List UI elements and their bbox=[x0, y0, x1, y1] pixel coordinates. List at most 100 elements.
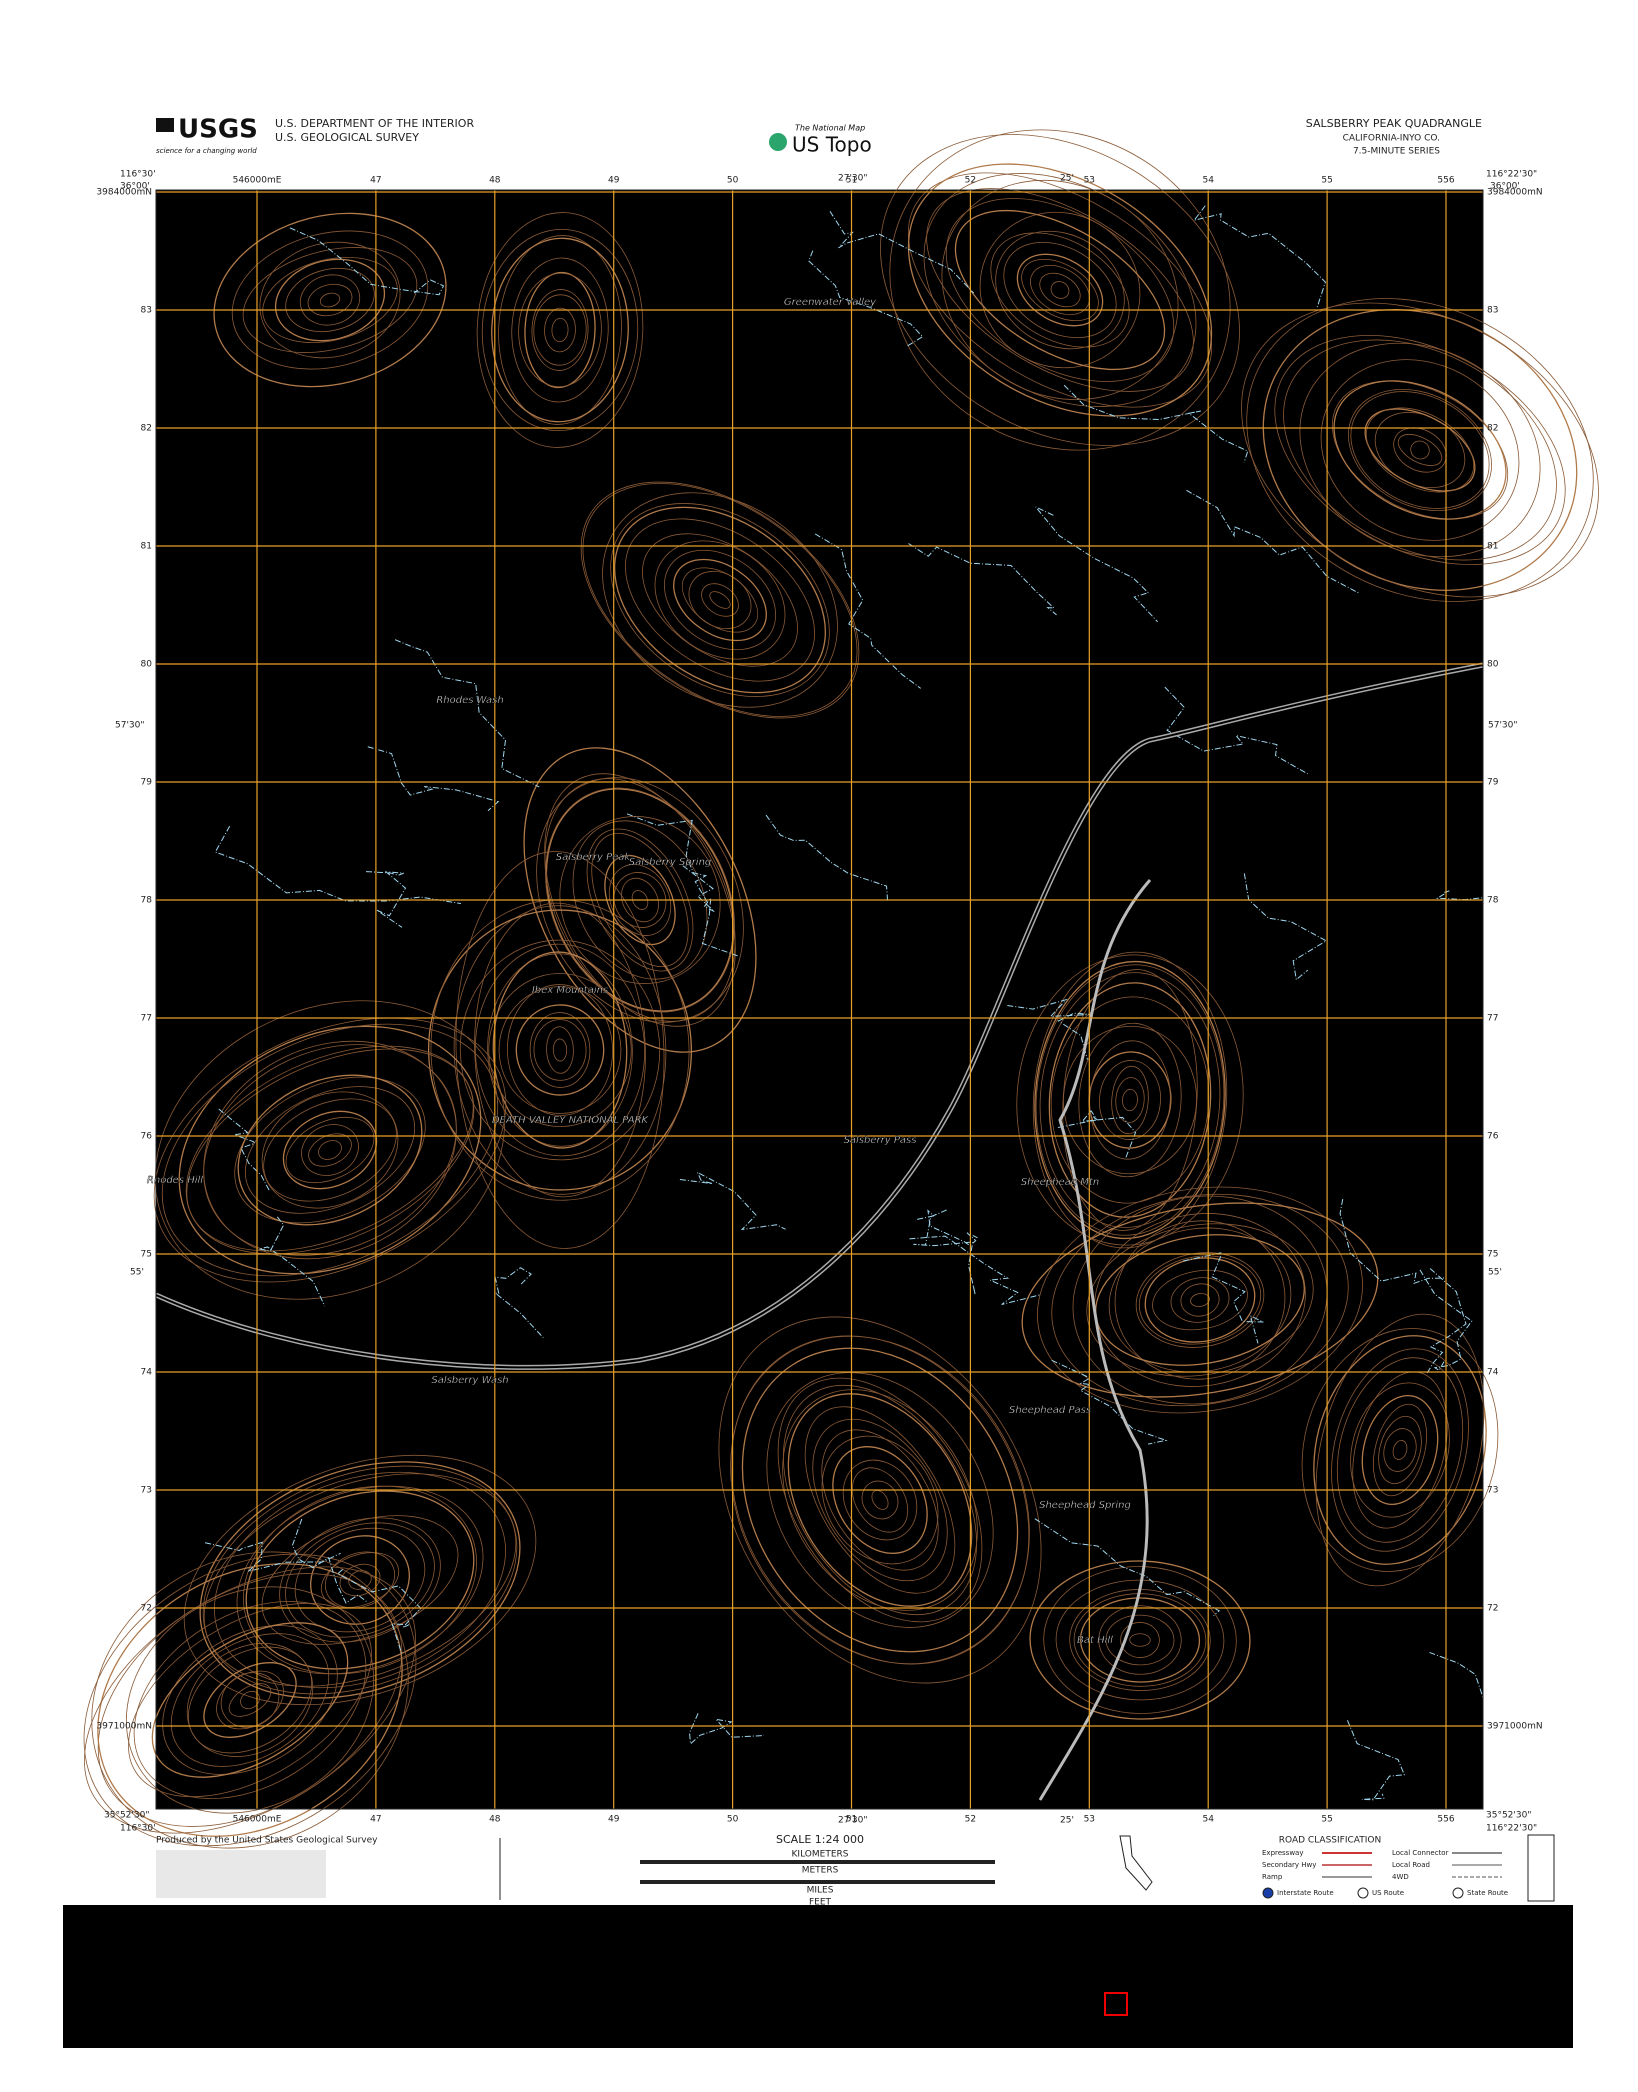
easting-label: 47 bbox=[370, 1815, 381, 1825]
stream bbox=[682, 865, 738, 957]
contour bbox=[861, 1480, 899, 1520]
contour bbox=[673, 558, 767, 642]
contour bbox=[1315, 1313, 1485, 1587]
contour bbox=[319, 292, 341, 308]
contour bbox=[1372, 1403, 1428, 1497]
contour bbox=[730, 1335, 1030, 1665]
road-heading: ROAD CLASSIFICATION bbox=[1279, 1836, 1381, 1846]
place-name: DEATH VALLEY NATIONAL PARK bbox=[492, 1115, 650, 1126]
contour bbox=[1030, 264, 1090, 316]
contour bbox=[1016, 954, 1244, 1246]
red-marker[interactable] bbox=[1104, 1992, 1128, 2016]
scale: SCALE 1:24 000 bbox=[776, 1833, 864, 1846]
stream bbox=[626, 813, 708, 903]
easting-label: 52 bbox=[965, 1815, 976, 1825]
department: U.S. DEPARTMENT OF THE INTERIOR bbox=[275, 117, 474, 130]
contour bbox=[1144, 1257, 1256, 1343]
national-map-icon bbox=[769, 133, 787, 151]
contour bbox=[1032, 951, 1228, 1249]
northing-label: 76 bbox=[141, 1132, 153, 1142]
contour bbox=[1115, 1077, 1145, 1123]
contour bbox=[301, 1124, 359, 1176]
usgs-mark bbox=[156, 118, 174, 132]
contour bbox=[821, 1429, 939, 1571]
lon-label: 27'30" bbox=[838, 1816, 868, 1826]
northing-label: 81 bbox=[141, 542, 152, 552]
northing-label: 81 bbox=[1487, 542, 1498, 552]
easting-label: 55 bbox=[1321, 1815, 1332, 1825]
road bbox=[1038, 879, 1152, 1801]
easting-label: 55 bbox=[1321, 176, 1332, 186]
place-name: Salsberry Pass bbox=[844, 1135, 917, 1146]
lon-label: 25' bbox=[1060, 174, 1074, 184]
contour bbox=[1352, 1371, 1448, 1529]
contour bbox=[154, 1000, 506, 1300]
contour bbox=[1035, 964, 1225, 1236]
shield-label: Interstate Route bbox=[1277, 1889, 1334, 1897]
contour bbox=[506, 984, 614, 1116]
contour bbox=[1350, 391, 1490, 509]
corner-label: 36°00' bbox=[120, 182, 150, 192]
contour bbox=[832, 1446, 928, 1554]
lon-label: 27'30" bbox=[838, 174, 868, 184]
contour bbox=[282, 1110, 378, 1190]
stream bbox=[1035, 506, 1158, 623]
stream bbox=[1243, 873, 1328, 981]
usgs-logo: USGS bbox=[178, 115, 258, 145]
contour bbox=[162, 1625, 338, 1775]
place-name: Salsberry Spring bbox=[629, 857, 712, 868]
stream bbox=[1164, 686, 1308, 775]
producer: Produced by the United States Geological… bbox=[156, 1836, 378, 1846]
scale-unit: FEET bbox=[809, 1898, 832, 1908]
contour bbox=[307, 283, 353, 317]
northing-label: 80 bbox=[1487, 660, 1499, 670]
contour bbox=[1365, 407, 1475, 493]
contour bbox=[941, 179, 1179, 401]
contour bbox=[1122, 1088, 1138, 1112]
contour bbox=[529, 1012, 591, 1088]
stream bbox=[289, 227, 445, 296]
contour bbox=[1029, 1560, 1251, 1720]
road-legend-label: Secondary Hwy bbox=[1262, 1861, 1316, 1869]
contour bbox=[871, 1490, 889, 1510]
topography bbox=[83, 129, 1599, 1849]
easting-label: 556 bbox=[1437, 1815, 1454, 1825]
contour bbox=[524, 271, 596, 389]
contour bbox=[533, 294, 587, 366]
contour bbox=[923, 173, 1197, 407]
barcode bbox=[1527, 1834, 1555, 1902]
easting-label: 50 bbox=[727, 1815, 739, 1825]
contour bbox=[602, 492, 838, 708]
contour bbox=[97, 1563, 403, 1837]
contour bbox=[1039, 272, 1081, 308]
contour bbox=[1331, 380, 1509, 520]
place-name: Ibex Mountains bbox=[532, 985, 608, 996]
contour bbox=[1003, 241, 1117, 339]
stream bbox=[1063, 384, 1249, 463]
easting-label: 54 bbox=[1202, 1815, 1214, 1825]
contour bbox=[133, 1601, 367, 1799]
contour bbox=[1021, 1202, 1379, 1398]
stream bbox=[1186, 489, 1360, 594]
contour bbox=[1393, 427, 1447, 473]
northing-label: 79 bbox=[1487, 778, 1499, 788]
contour bbox=[170, 1633, 330, 1767]
contour bbox=[1246, 298, 1594, 602]
map-neatline bbox=[155, 189, 1484, 1810]
contour bbox=[804, 1406, 956, 1594]
stream bbox=[366, 871, 407, 928]
lat-label: 57'30" bbox=[1488, 721, 1518, 731]
road-legend-label: Local Road bbox=[1392, 1861, 1430, 1869]
contour bbox=[1048, 982, 1212, 1218]
contour bbox=[261, 1091, 399, 1209]
usgs-tagline: science for a changing world bbox=[156, 147, 257, 155]
contour bbox=[125, 1586, 375, 1814]
contour bbox=[202, 1465, 518, 1695]
contour bbox=[261, 1515, 459, 1645]
contour bbox=[498, 986, 622, 1114]
contour bbox=[518, 272, 602, 388]
easting-label: 51 bbox=[846, 1815, 857, 1825]
stream bbox=[204, 1541, 341, 1573]
contour bbox=[91, 1551, 409, 1849]
